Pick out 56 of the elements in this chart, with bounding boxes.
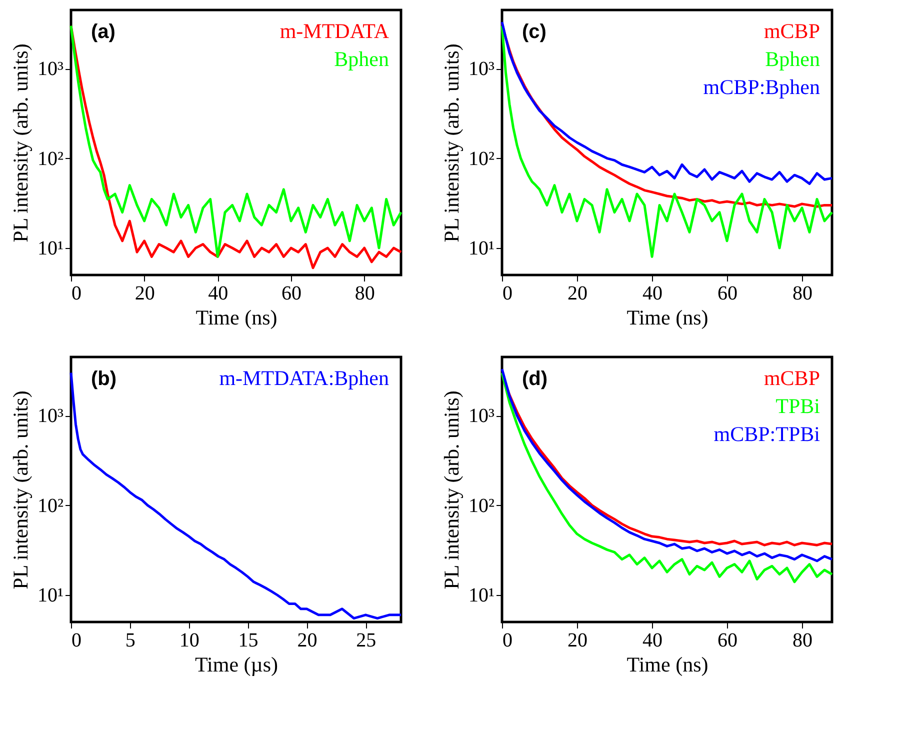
text: (a): [91, 21, 116, 43]
y-tick-label: 10²: [468, 494, 494, 517]
x-tick-label: 60: [718, 630, 738, 652]
text: (c): [522, 21, 546, 43]
text: mCBP:Bphen: [703, 75, 820, 99]
text: mCBP: [764, 19, 820, 43]
x-axis-title: Time (ns): [626, 306, 708, 330]
y-axis-title: PL intensity (arb. units): [440, 44, 464, 242]
y-tick-label: 10¹: [38, 584, 64, 606]
y-tick-label: 10¹: [38, 237, 64, 260]
x-tick-label: 0: [502, 282, 512, 304]
x-tick-label: 20: [568, 282, 588, 304]
y-axis-title: PL intensity (arb. units): [440, 390, 464, 590]
x-tick-label: 80: [354, 282, 375, 304]
x-tick-label: 5: [125, 630, 136, 652]
x-tick-label: 0: [72, 630, 82, 652]
y-axis-title: PL intensity (arb. units): [8, 44, 33, 242]
x-axis-title: Time (µs): [194, 652, 278, 676]
x-tick-label: 80: [792, 630, 812, 652]
text: m-MTDATA:Bphen: [219, 366, 390, 390]
x-tick-label: 15: [238, 630, 258, 652]
y-tick-label: 10²: [38, 494, 64, 517]
line-series: [70, 372, 402, 620]
x-tick-label: 20: [297, 630, 318, 652]
x-tick-label: 0: [72, 282, 82, 304]
y-tick-label: 10³: [38, 58, 64, 80]
text: Bphen: [765, 47, 820, 71]
x-tick-label: 25: [356, 630, 376, 652]
line-series: [500, 24, 834, 258]
y-tick-label: 10²: [468, 148, 494, 170]
text: mCBP:TPBi: [714, 422, 820, 446]
y-tick-label: 10³: [468, 58, 494, 80]
y-tick-label: 10¹: [468, 237, 494, 260]
x-axis-title: Time (ns): [626, 652, 708, 676]
x-tick-label: 20: [134, 282, 155, 304]
x-tick-label: 20: [568, 630, 588, 652]
y-axis-title: PL intensity (arb. units): [8, 390, 33, 590]
y-tick-label: 10¹: [468, 584, 494, 606]
text: (b): [91, 368, 117, 390]
text: m-MTDATA: [280, 19, 390, 43]
text: Bphen: [334, 47, 390, 71]
x-tick-label: 0: [502, 630, 512, 652]
x-tick-label: 10: [179, 630, 200, 652]
y-tick-label: 10³: [38, 405, 64, 428]
x-tick-label: 40: [642, 630, 662, 652]
text: mCBP: [764, 366, 820, 390]
x-tick-label: 60: [282, 282, 302, 304]
text: TPBi: [776, 394, 820, 418]
text: (d): [522, 368, 548, 390]
x-tick-label: 40: [642, 282, 662, 304]
y-tick-label: 10³: [468, 405, 494, 428]
x-tick-label: 60: [718, 282, 738, 304]
x-axis-title: Time (ns): [196, 306, 278, 330]
y-tick-label: 10²: [38, 148, 64, 170]
x-tick-label: 80: [792, 282, 812, 304]
x-tick-label: 40: [208, 282, 228, 304]
